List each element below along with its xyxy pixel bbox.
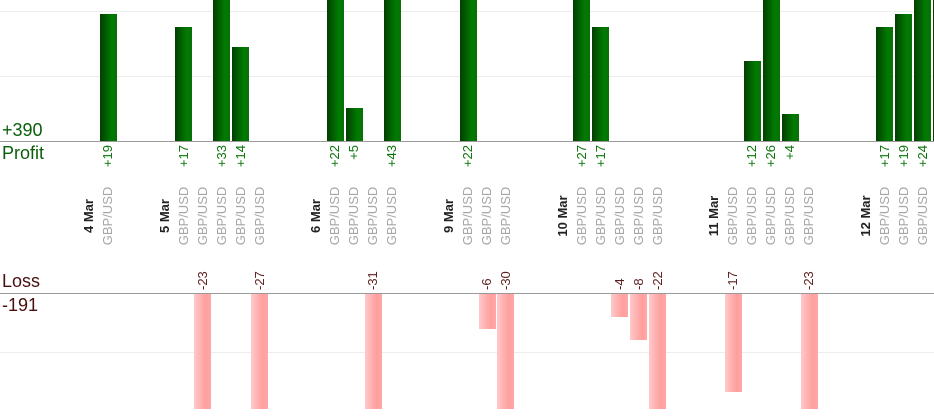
profit-bar (175, 27, 193, 141)
loss-bar (611, 294, 629, 317)
profit-bar (592, 27, 610, 141)
date-label: 10 Mar (554, 195, 570, 237)
symbol-label: GBP/USD (725, 186, 741, 246)
date-label: 4 Mar (81, 199, 97, 233)
symbol-label: GBP/USD (914, 186, 930, 246)
symbol-label: GBP/USD (573, 186, 589, 246)
profit-value-label: +22 (460, 145, 476, 168)
date-label: 12 Mar (858, 195, 873, 237)
loss-value-label: -27 (251, 271, 267, 290)
profit-bar (762, 0, 780, 141)
profit-total-value: +390 (2, 120, 43, 140)
symbol-label: GBP/USD (782, 186, 798, 246)
loss-axis-line (0, 293, 934, 294)
symbol-label: GBP/USD (649, 186, 665, 246)
profit-bar (876, 27, 894, 141)
loss-value-label: -31 (365, 271, 381, 290)
profit-value-label: +5 (346, 145, 362, 160)
symbol-label: GBP/USD (460, 186, 476, 246)
profit-value-label: +33 (213, 145, 229, 168)
symbol-label: GBP/USD (100, 186, 115, 246)
profit-value-label: +17 (876, 145, 892, 168)
gridline (0, 352, 934, 353)
symbol-label: GBP/USD (194, 186, 210, 246)
date-label: 11 Mar (706, 195, 722, 237)
profit-value-label: +26 (763, 145, 779, 168)
loss-value-label: -4 (611, 278, 627, 290)
symbol-label: GBP/USD (232, 186, 248, 246)
loss-value-label: -8 (630, 278, 646, 290)
loss-bar (630, 294, 648, 340)
profit-value-label: +17 (592, 145, 608, 168)
profit-bar (345, 107, 363, 141)
symbol-label: GBP/USD (611, 186, 627, 246)
loss-value-label: -30 (497, 271, 513, 290)
symbol-label: GBP/USD (592, 186, 608, 246)
profit-value-label: +14 (232, 145, 248, 168)
symbol-label: GBP/USD (895, 186, 911, 246)
symbol-label: GBP/USD (479, 186, 494, 246)
loss-bar (800, 294, 818, 409)
symbol-label: GBP/USD (876, 186, 892, 246)
date-label: 5 Mar (156, 199, 172, 233)
profit-bar (573, 0, 591, 141)
loss-bar (497, 294, 515, 409)
loss-bar (649, 294, 667, 409)
profit-value-label: +19 (100, 145, 115, 168)
loss-bar (194, 294, 212, 409)
loss-value-label: -22 (649, 271, 665, 290)
symbol-label: GBP/USD (327, 186, 343, 246)
profit-value-label: +19 (895, 145, 911, 168)
loss-bar (478, 294, 496, 329)
profit-value-label: +43 (384, 145, 400, 168)
loss-axis-label: Loss (2, 271, 41, 291)
symbol-label: GBP/USD (744, 186, 760, 246)
symbol-label: GBP/USD (251, 186, 267, 246)
symbol-label: GBP/USD (497, 186, 513, 246)
profit-bar (213, 0, 231, 141)
loss-bar (364, 294, 382, 409)
profit-bar (895, 13, 913, 141)
profit-value-label: +4 (782, 145, 798, 160)
symbol-label: GBP/USD (346, 186, 362, 246)
profit-bar (383, 0, 401, 141)
symbol-label: GBP/USD (365, 186, 381, 246)
profit-value-label: +12 (744, 145, 760, 168)
profit-bar (99, 13, 117, 141)
symbol-label: GBP/USD (801, 186, 817, 246)
loss-value-label: -17 (725, 271, 741, 290)
symbol-label: GBP/USD (175, 186, 191, 246)
profit-value-label: +22 (327, 145, 343, 168)
symbol-label: GBP/USD (213, 186, 229, 246)
symbol-label: GBP/USD (630, 186, 646, 246)
profit-axis-line (0, 141, 934, 142)
loss-bar (724, 294, 742, 392)
profit-bar (459, 0, 477, 141)
date-label: 9 Mar (441, 199, 457, 233)
profit-bar (743, 60, 761, 141)
loss-total-value: -191 (2, 295, 39, 315)
loss-value-label: -23 (801, 271, 817, 290)
date-label: 6 Mar (308, 199, 324, 233)
profit-bar (781, 114, 799, 141)
profit-axis-label: Profit (2, 143, 45, 163)
loss-value-label: -23 (194, 271, 210, 290)
profit-value-label: +27 (573, 145, 589, 168)
profit-bar (914, 0, 932, 141)
loss-bar (251, 294, 269, 409)
symbol-label: GBP/USD (384, 186, 400, 246)
profit-bar (326, 0, 344, 141)
symbol-label: GBP/USD (763, 186, 779, 246)
loss-value-label: -6 (479, 278, 494, 290)
profit-bar (232, 47, 250, 141)
profit-value-label: +17 (175, 145, 191, 168)
profit-value-label: +24 (914, 145, 930, 168)
